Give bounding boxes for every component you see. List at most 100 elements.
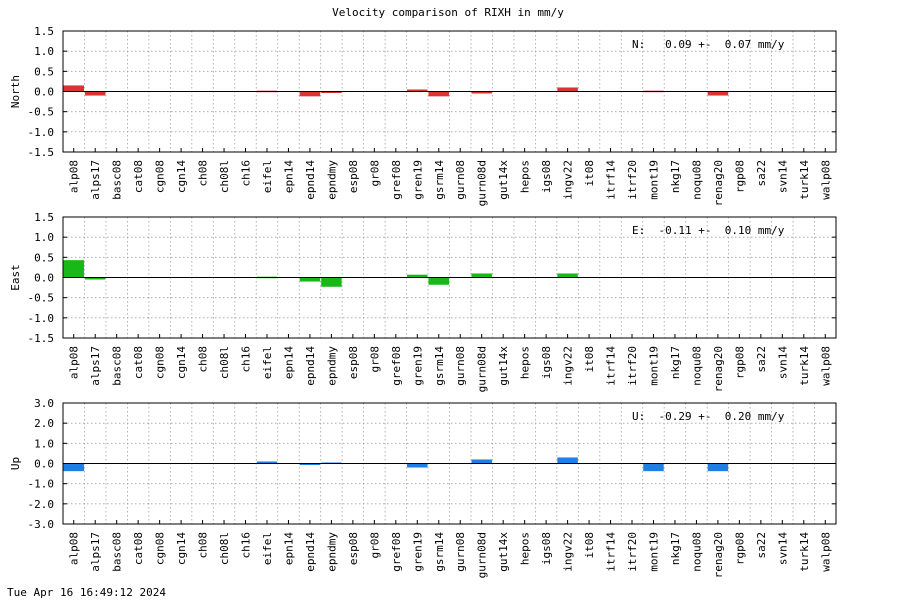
north-xtick-label-gurn08d: gurn08d <box>476 160 489 206</box>
up-bar-gurn08d <box>471 459 492 464</box>
east-xtick-label-eifel: eifel <box>261 346 274 379</box>
east-xtick-label-ch08: ch08 <box>197 346 210 373</box>
up-xtick-label-gurn08: gurn08 <box>454 532 467 572</box>
north-bar-epndmy <box>321 91 342 93</box>
east-xtick-label-nkg17: nkg17 <box>669 346 682 379</box>
east-xtick-label-ingv22: ingv22 <box>562 346 575 386</box>
up-xtick-label-hepos: hepos <box>519 532 532 565</box>
north-xtick-label-cgn08: cgn08 <box>154 160 167 193</box>
east-xtick-label-itrf20: itrf20 <box>626 346 639 386</box>
north-ylabel: North <box>9 75 22 108</box>
up-xtick-label-gr08: gr08 <box>368 532 381 559</box>
north-xtick-label-basc08: basc08 <box>111 160 124 200</box>
up-xtick-label-it08: it08 <box>583 532 596 559</box>
up-bar-ingv22 <box>557 457 578 464</box>
up-xtick-label-cat08: cat08 <box>132 532 145 565</box>
east-xtick-label-svn14: svn14 <box>776 346 789 379</box>
north-xtick-label-gut14x: gut14x <box>497 160 510 200</box>
north-ytick-label: -0.5 <box>28 106 55 119</box>
up-xtick-label-esp08: esp08 <box>347 532 360 565</box>
up-xtick-label-igs08: igs08 <box>540 532 553 565</box>
east-xtick-label-rgp08: rgp08 <box>733 346 746 379</box>
up-xtick-label-ch16: ch16 <box>240 532 253 559</box>
east-annotation: E: -0.11 +- 0.10 mm/y <box>632 224 785 237</box>
east-xtick-label-noqu08: noqu08 <box>690 346 703 386</box>
east-bar-alp08 <box>63 260 84 278</box>
east-xtick-label-gref08: gref08 <box>390 346 403 386</box>
east-xtick-label-epnd14: epnd14 <box>304 346 317 386</box>
north-bar-gsrm14 <box>428 91 449 97</box>
up-ytick-label: -2.0 <box>28 498 55 511</box>
east-xtick-label-gr08: gr08 <box>368 346 381 373</box>
up-xtick-label-ch08l: ch08l <box>218 532 231 565</box>
up-xtick-label-gref08: gref08 <box>390 532 403 572</box>
up-xtick-label-itrf14: itrf14 <box>605 532 618 572</box>
east-xtick-label-mont19: mont19 <box>647 346 660 386</box>
east-ytick-label: -0.5 <box>28 292 55 305</box>
north-bar-epnd14 <box>299 91 321 97</box>
north-xtick-label-epn14: epn14 <box>282 160 295 193</box>
north-xtick-label-gurn08: gurn08 <box>454 160 467 200</box>
up-xtick-label-eifel: eifel <box>261 532 274 565</box>
north-xtick-label-epnd14: epnd14 <box>304 160 317 200</box>
east-ytick-label: 0.0 <box>34 272 54 285</box>
east-ytick-label: 1.0 <box>34 231 54 244</box>
up-ytick-label: -3.0 <box>28 518 55 531</box>
east-bar-epnd14 <box>299 277 321 282</box>
east-ytick-label: 0.5 <box>34 251 54 264</box>
east-xtick-label-gut14x: gut14x <box>497 346 510 386</box>
north-xtick-label-gsrm14: gsrm14 <box>433 160 446 200</box>
up-panel: 3.0 2.0 1.0 0.0 -1.0 -2.0 -3.0 alp08 alps17 basc0… <box>9 397 837 578</box>
north-xtick-label-svn14: svn14 <box>776 160 789 193</box>
east-ytick-label: -1.5 <box>28 332 55 345</box>
north-xtick-label-rgp08: rgp08 <box>733 160 746 193</box>
east-xtick-label-sa22: sa22 <box>755 346 768 373</box>
east-xtick-label-walp08: walp08 <box>819 346 832 386</box>
north-xtick-label-sa22: sa22 <box>755 160 768 187</box>
up-xtick-label-gut14x: gut14x <box>497 532 510 572</box>
up-xtick-label-walp08: walp08 <box>819 532 832 572</box>
east-xtick-label-epn14: epn14 <box>282 346 295 379</box>
north-xtick-label-itrf14: itrf14 <box>605 160 618 200</box>
up-xtick-label-alps17: alps17 <box>89 532 102 572</box>
north-xtick-label-noqu08: noqu08 <box>690 160 703 200</box>
up-xtick-label-gren19: gren19 <box>411 532 424 572</box>
up-xtick-label-ingv22: ingv22 <box>562 532 575 572</box>
up-xtick-label-cgn08: cgn08 <box>154 532 167 565</box>
north-panel: 1.5 1.0 0.5 0.0 -0.5 -1.0 -1.5 alp08 alps17 basc0… <box>9 25 837 206</box>
north-annotation: N: 0.09 +- 0.07 mm/y <box>632 38 785 51</box>
north-xtick-label-gr08: gr08 <box>368 160 381 187</box>
east-bar-gren19 <box>407 274 428 278</box>
north-xtick-label-esp08: esp08 <box>347 160 360 193</box>
up-bar-eifel <box>256 461 278 464</box>
north-ytick-label: 0.5 <box>34 65 54 78</box>
east-bar-gurn08d <box>471 273 492 278</box>
north-xtick-label-alps17: alps17 <box>89 160 102 200</box>
east-xtick-label-ch08l: ch08l <box>218 346 231 379</box>
east-ytick-label: 1.5 <box>34 211 54 224</box>
up-xtick-label-noqu08: noqu08 <box>690 532 703 572</box>
north-xtick-label-gref08: gref08 <box>390 160 403 200</box>
up-xtick-label-nkg17: nkg17 <box>669 532 682 565</box>
east-ytick-label: -1.0 <box>28 312 55 325</box>
north-xtick-label-eifel: eifel <box>261 160 274 193</box>
up-xtick-label-epnd14: epnd14 <box>304 532 317 572</box>
up-xtick-label-alp08: alp08 <box>68 532 81 565</box>
up-bar-mont19 <box>643 463 664 472</box>
north-xtick-label-igs08: igs08 <box>540 160 553 193</box>
north-xtick-label-ch16: ch16 <box>240 160 253 187</box>
up-bar-renag20 <box>707 463 729 472</box>
east-xtick-label-cgn14: cgn14 <box>175 346 188 379</box>
up-xtick-label-epndmy: epndmy <box>325 532 338 572</box>
north-ytick-label: 0.0 <box>34 86 54 99</box>
up-xtick-label-rgp08: rgp08 <box>733 532 746 565</box>
east-xtick-label-gren19: gren19 <box>411 346 424 386</box>
east-xtick-label-gurn08: gurn08 <box>454 346 467 386</box>
east-bar-alps17 <box>84 277 106 280</box>
up-xtick-label-epn14: epn14 <box>282 532 295 565</box>
up-ylabel: Up <box>9 457 22 470</box>
east-xtick-label-gurn08d: gurn08d <box>476 346 489 392</box>
east-xtick-label-itrf14: itrf14 <box>605 346 618 386</box>
up-ytick-label: 1.0 <box>34 437 54 450</box>
